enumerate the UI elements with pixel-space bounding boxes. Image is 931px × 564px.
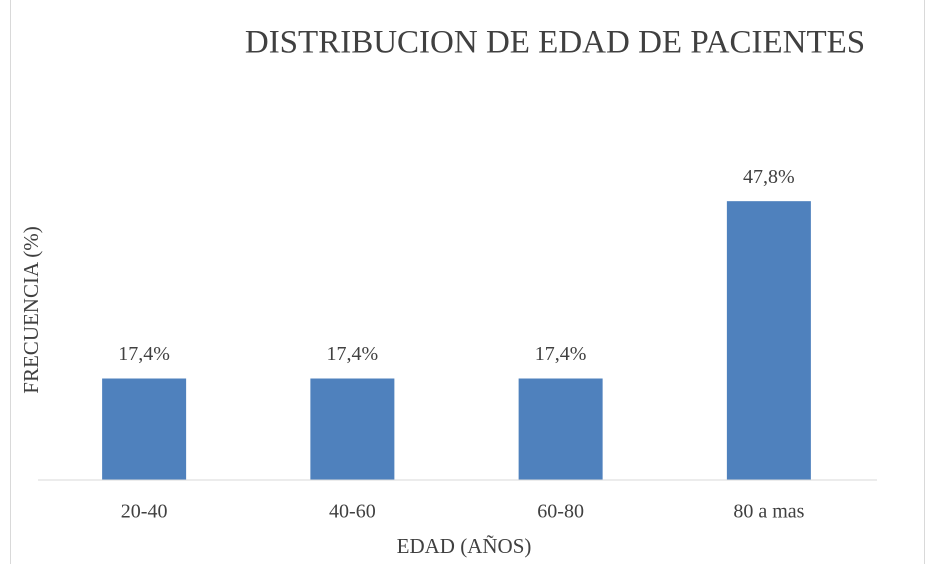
bar: [102, 378, 187, 480]
bar: [310, 378, 395, 480]
x-tick-label: 80 a mas: [733, 501, 804, 523]
x-tick-label: 40-60: [329, 501, 376, 523]
data-label: 17,4%: [535, 343, 587, 365]
x-tick-label: 20-40: [121, 501, 168, 523]
x-tick-label: 60-80: [537, 501, 584, 523]
x-axis-title: EDAD (AÑOS): [397, 534, 532, 558]
data-label: 17,4%: [118, 343, 170, 365]
y-axis-title: FRECUENCIA (%): [19, 226, 43, 393]
chart-title: DISTRIBUCION DE EDAD DE PACIENTES: [245, 25, 865, 61]
data-label: 47,8%: [743, 166, 795, 188]
data-label: 17,4%: [327, 343, 379, 365]
bar: [518, 378, 603, 480]
bar: [726, 201, 811, 480]
